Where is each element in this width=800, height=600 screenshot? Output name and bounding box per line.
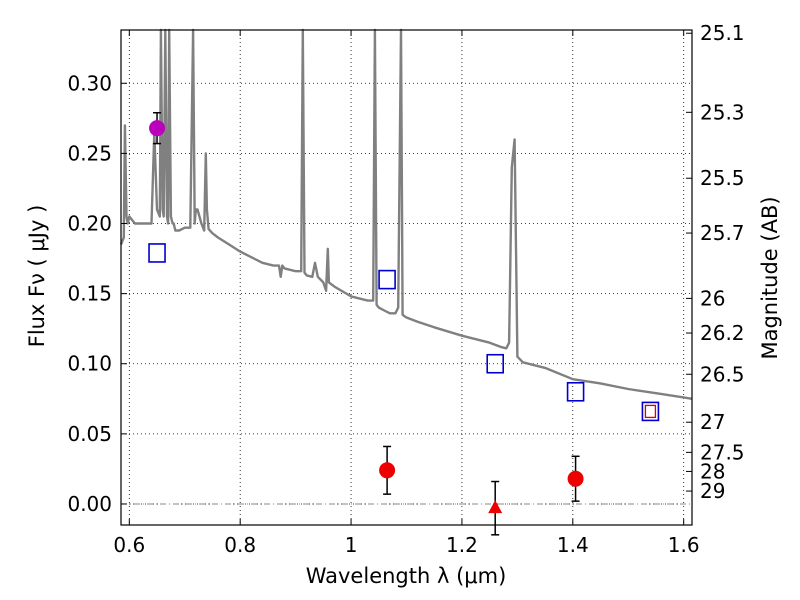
y-tick-label: 0.25 [67, 141, 112, 165]
y-tick-label: 0.20 [67, 212, 112, 236]
x-tick-label: 1.2 [446, 533, 478, 557]
right-tick-label: 26 [700, 286, 725, 310]
model-flux-square [486, 353, 504, 374]
x-tick-label: 1.4 [557, 533, 589, 557]
upper-limit-triangle [488, 500, 503, 514]
right-tick-label: 29 [700, 479, 725, 503]
right-tick-label: 27.5 [700, 440, 745, 464]
right-tick-label: 25.5 [700, 166, 745, 190]
y-tick-label: 0.00 [67, 492, 112, 516]
model-flux-square-red [644, 404, 657, 419]
y-tick-label: 0.10 [67, 352, 112, 376]
y-axis-label: Flux Fν ( μJy ) [25, 205, 49, 348]
observed-flux-point [567, 470, 584, 487]
observed-flux-point [379, 462, 396, 479]
grid-lines [121, 30, 692, 525]
right-tick-label: 25.3 [700, 100, 745, 124]
right-tick-label: 28 [700, 459, 725, 483]
right-tick-label: 25.1 [700, 21, 745, 45]
sed-model-line [119, 28, 693, 400]
model-flux-square [148, 243, 166, 263]
model-flux-square [378, 269, 396, 290]
y-tick-label: 0.05 [67, 422, 112, 446]
right-tick-label: 26.2 [700, 321, 745, 345]
data-markers [148, 111, 660, 536]
y-tick-label: 0.15 [67, 282, 112, 306]
plot-frame [120, 29, 693, 526]
x-tick-label: 1.6 [668, 533, 700, 557]
x-axis-label: Wavelength λ (μm) [306, 564, 507, 588]
model-flux-square [641, 401, 660, 422]
x-tick-label: 0.8 [224, 533, 256, 557]
model-flux-square [566, 381, 585, 402]
right-tick-label: 25.7 [700, 221, 745, 245]
right-tick-label: 26.5 [700, 362, 745, 386]
right-tick-label: 27 [700, 410, 725, 434]
right-axis-label: Magnitude (AB) [758, 196, 782, 359]
observed-flux-point [149, 120, 166, 137]
y-tick-label: 0.30 [67, 71, 112, 95]
x-tick-label: 1 [345, 533, 358, 557]
x-tick-label: 0.6 [113, 533, 145, 557]
axis-ticks: 0.6 0.8 1 1.2 1.4 1.6 0.00 0.05 0.10 0.15 0.20 0.25… [67, 21, 744, 557]
